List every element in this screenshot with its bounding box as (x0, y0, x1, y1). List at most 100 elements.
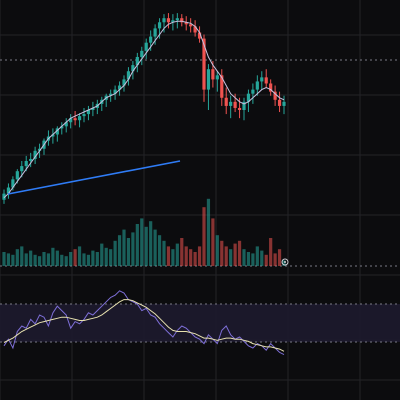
volume-bar (233, 243, 237, 266)
volume-bar (55, 250, 59, 266)
volume-bar (171, 249, 175, 266)
candle-body (15, 171, 19, 180)
ma-line (3, 20, 285, 199)
volume-bar (166, 246, 171, 266)
candle-body (113, 89, 117, 94)
volume-bar (215, 235, 219, 266)
candle-body (109, 93, 113, 96)
volume-bar (11, 254, 15, 266)
volume-bar (73, 249, 77, 266)
volume-bar (42, 252, 46, 266)
candle-body (206, 69, 211, 90)
volume-bar (77, 246, 82, 266)
candle-body (69, 118, 73, 123)
candle-body (37, 148, 42, 151)
candle-body (277, 99, 282, 106)
candle-body (20, 166, 24, 172)
volume-bar (220, 240, 224, 266)
volume-bar (162, 240, 166, 266)
volume-bar (91, 250, 95, 266)
candle-body (117, 85, 122, 90)
volume-bar (273, 253, 277, 266)
candle-body (171, 20, 175, 23)
volume-bar (95, 252, 99, 266)
candle-body (202, 38, 206, 90)
volume-bar (175, 243, 179, 266)
volume-bar (202, 207, 206, 266)
volume-bar (277, 249, 282, 266)
candle-body (29, 158, 33, 161)
candle-body (73, 118, 77, 121)
volume-bar (113, 240, 117, 266)
volume-bar (260, 250, 264, 266)
candle-body (242, 101, 246, 110)
volume-bar (29, 250, 33, 266)
candle-body (282, 101, 286, 106)
candle-body (55, 128, 59, 135)
volume-bar (211, 218, 215, 266)
volume-bar (157, 235, 162, 266)
rsi-line (3, 290, 285, 356)
candle-body (273, 91, 277, 100)
candle-body (166, 18, 171, 23)
volume-bar (246, 252, 251, 266)
candle-body (251, 89, 255, 94)
volume-bar (140, 218, 144, 266)
candle-body (33, 150, 37, 159)
volume-bar (69, 252, 73, 266)
volume-bar (2, 252, 6, 266)
volume-bar (117, 235, 122, 266)
candle-body (91, 107, 95, 110)
volume-bar (64, 256, 68, 266)
candle-body (82, 114, 86, 117)
candle-body (269, 83, 273, 92)
rsi-pane (0, 290, 400, 356)
candle-body (60, 126, 64, 129)
volume-bar (131, 232, 135, 266)
volume-bar (282, 260, 286, 266)
volume-bar (46, 253, 51, 266)
candle-body (237, 107, 242, 110)
candle-body (229, 101, 233, 106)
circle-marker-dot (284, 261, 286, 263)
trendline-drawing[interactable] (7, 160, 181, 195)
volume-bar (229, 249, 233, 266)
volume-bar (264, 254, 268, 266)
candle-body (24, 161, 28, 167)
candle-body (86, 110, 91, 115)
volume-bar (20, 246, 24, 266)
volume-bar (197, 246, 202, 266)
candle-body (189, 24, 193, 27)
volume-bar (180, 238, 184, 266)
volume-bar (149, 221, 153, 266)
volume-bar (122, 229, 126, 266)
volume-bar (104, 247, 108, 266)
candle-body (215, 75, 219, 80)
trendline[interactable] (7, 160, 181, 195)
volume-bar (135, 224, 139, 266)
circle-marker-icon (281, 258, 289, 266)
candle-body (157, 22, 162, 29)
volume-bar (100, 243, 104, 266)
candle-body (11, 179, 15, 188)
volume-bar (60, 254, 64, 266)
candle-body (180, 18, 184, 23)
volume-bar (51, 247, 55, 266)
candle-body (140, 50, 144, 57)
candle-body (264, 77, 268, 84)
candle-body (144, 42, 148, 51)
candle-body (184, 22, 188, 25)
candle-body (233, 101, 237, 108)
candle-body (153, 28, 157, 37)
volume-bar (82, 253, 86, 266)
volume-bar (24, 253, 28, 266)
volume-bar (86, 254, 91, 266)
volume-bar (15, 249, 19, 266)
candle-body (64, 122, 68, 127)
volume-bar (126, 238, 131, 266)
candle-body (224, 97, 228, 106)
candle-body (211, 69, 215, 80)
volume-bar (237, 240, 242, 266)
